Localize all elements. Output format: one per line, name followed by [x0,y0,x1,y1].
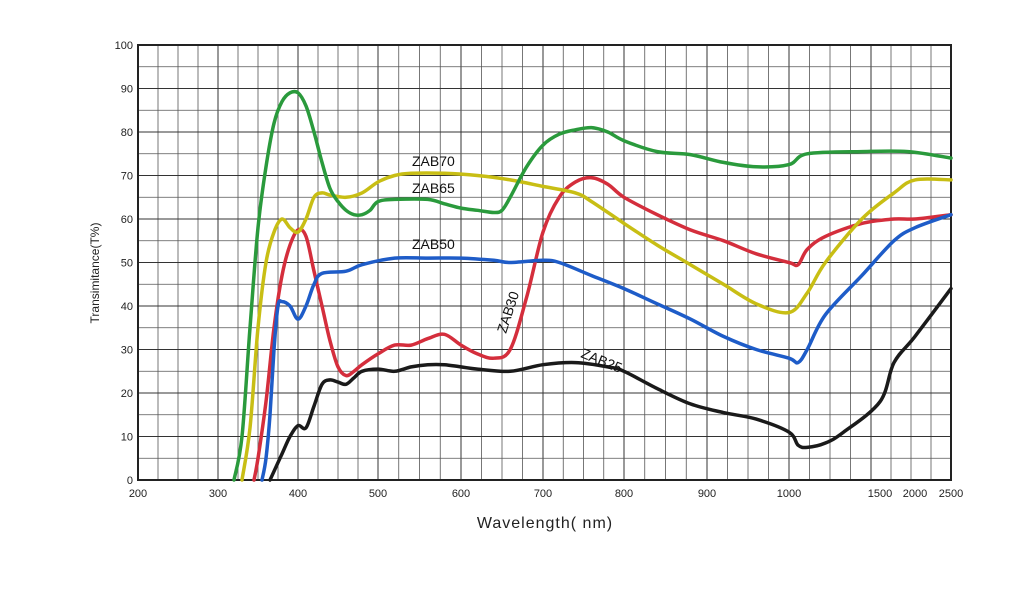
y-tick-label: 80 [121,127,133,139]
x-tick-labels: 200 300 400 500 600 700 800 900 1000 1500 2000 2500 [129,488,963,500]
y-tick-label: 50 [121,258,133,270]
x-tick-label: 800 [615,488,633,500]
x-tick-label: 1500 [868,488,892,500]
x-axis-title: Wavelength( nm) [477,515,613,532]
x-tick-label: 600 [452,488,470,500]
x-tick-label: 400 [289,488,307,500]
plot-border [137,44,952,481]
y-tick-label: 40 [121,301,133,313]
x-tick-label: 300 [209,488,227,500]
series-group [232,89,953,482]
series-line-zab70 [232,89,953,482]
y-tick-label: 0 [127,475,133,487]
x-tick-label: 2500 [939,488,963,500]
label-zab50: ZAB50 [412,236,455,252]
y-tick-label: 10 [121,432,133,444]
x-tick-label: 900 [698,488,716,500]
y-tick-label: 100 [115,40,133,52]
x-tick-label: 700 [534,488,552,500]
plot-frame [137,44,952,481]
y-tick-label: 90 [121,84,133,96]
x-tick-label: 2000 [903,488,927,500]
series-line-zab30 [252,175,953,482]
y-tick-label: 30 [121,345,133,357]
x-tick-label: 200 [129,488,147,500]
y-axis-title: Transimitance(T%) [88,223,102,324]
y-tick-label: 70 [121,171,133,183]
y-tick-label: 60 [121,214,133,226]
label-zab65: ZAB65 [412,180,455,196]
y-tick-labels: 0 10 20 30 40 50 60 70 80 90 100 [115,40,133,487]
x-tick-label: 500 [369,488,387,500]
series-line-zab50 [260,212,953,482]
chart-grid [138,45,951,480]
y-tick-label: 20 [121,388,133,400]
x-tick-label: 1000 [777,488,801,500]
series-line-zab25 [268,286,953,482]
label-zab70: ZAB70 [412,153,455,169]
series-line-zab65 [240,171,953,482]
